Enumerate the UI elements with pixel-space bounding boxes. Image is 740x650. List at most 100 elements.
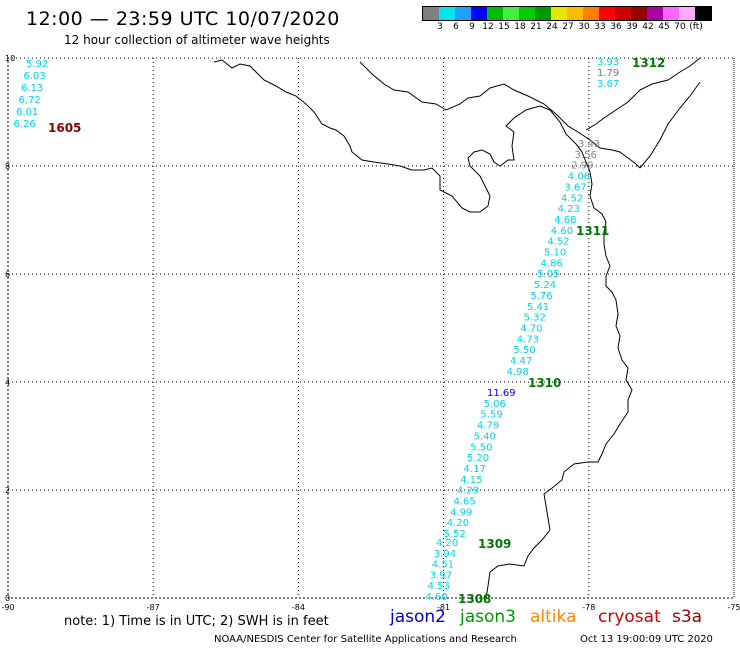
legend-swatch bbox=[487, 7, 503, 20]
legend-swatch bbox=[679, 7, 695, 20]
wave-height-value: 2.99 bbox=[571, 161, 593, 172]
legend-swatch bbox=[503, 7, 519, 20]
legend-label: 24 bbox=[546, 22, 558, 32]
y-tick-label: 8 bbox=[5, 162, 10, 171]
coastline-caribbean-colombia-2 bbox=[639, 81, 701, 169]
wave-height-value: 4.51 bbox=[432, 560, 454, 571]
legend-swatch bbox=[647, 7, 663, 20]
legend-label: 12 bbox=[482, 22, 494, 32]
track-id-label: 1310 bbox=[528, 376, 561, 390]
track-id-label: 1605 bbox=[48, 121, 81, 135]
wave-height-value: 1.79 bbox=[597, 68, 619, 79]
track-id-label: 1312 bbox=[632, 56, 665, 70]
legend-label: 18 bbox=[514, 22, 526, 32]
wave-height-value: 5.32 bbox=[524, 313, 546, 324]
x-tick-label: -87 bbox=[147, 603, 160, 612]
track-id-label: 1309 bbox=[478, 537, 511, 551]
legend-swatch bbox=[599, 7, 615, 20]
wave-height-value: 5.59 bbox=[480, 410, 502, 421]
legend-label: 15 bbox=[498, 22, 510, 32]
legend-label: 9 bbox=[469, 22, 475, 32]
wave-height-value: 5.40 bbox=[474, 431, 496, 442]
x-tick-label: -75 bbox=[727, 603, 740, 612]
wave-height-value: 4.20 bbox=[436, 538, 458, 549]
wave-height-value: 4.23 bbox=[558, 204, 580, 215]
wave-height-value: 4.60 bbox=[426, 592, 448, 603]
legend-label: 3 bbox=[437, 22, 443, 32]
wave-height-value: 4.60 bbox=[551, 226, 573, 237]
wave-height-value: 4.15 bbox=[460, 475, 482, 486]
mission-s3a: s3a bbox=[672, 607, 703, 627]
wave-height-value: 5.50 bbox=[513, 345, 535, 356]
wave-height-value: 3.67 bbox=[564, 182, 586, 193]
legend-label: 27 bbox=[562, 22, 574, 32]
wave-height-value: 3.97 bbox=[430, 570, 452, 581]
wave-height-value: 6.03 bbox=[24, 71, 46, 82]
mission-jason2: jason2 bbox=[390, 607, 446, 627]
y-tick-label: 0 bbox=[5, 594, 10, 603]
track-1311: 3.433.562.994.063.674.524.234.684.604.52… bbox=[507, 139, 610, 378]
track-1605: 5.926.036.136.726.016.26 1605 bbox=[14, 59, 82, 135]
wave-height-value: 6.13 bbox=[21, 83, 43, 94]
legend-swatch bbox=[551, 7, 567, 20]
axis-tick-labels: -90 -87 -84 -81 -78 -75 10 8 6 4 2 0 bbox=[1, 54, 740, 612]
track-1308: 1308 bbox=[458, 592, 491, 606]
wave-height-value: 4.20 bbox=[447, 518, 469, 529]
wave-height-value: 4.53 bbox=[428, 581, 450, 592]
wave-height-value: 4.98 bbox=[507, 367, 529, 378]
legend-swatch bbox=[695, 7, 711, 20]
track-1310: 11.695.065.594.795.405.505.204.174.154.2… bbox=[443, 376, 561, 540]
wave-height-value: 4.68 bbox=[554, 215, 576, 226]
legend-label: 30 bbox=[578, 22, 590, 32]
legend-swatch bbox=[455, 7, 471, 20]
wave-height-value: 5.05 bbox=[537, 269, 559, 280]
wave-height-value: 4.65 bbox=[454, 497, 476, 508]
wave-height-value: 6.26 bbox=[14, 119, 36, 130]
legend-swatch bbox=[471, 7, 487, 20]
wave-height-value: 3.56 bbox=[575, 150, 597, 161]
x-tick-label: -90 bbox=[1, 603, 14, 612]
legend-swatch bbox=[583, 7, 599, 20]
map-subtitle: 12 hour collection of altimeter wave hei… bbox=[64, 33, 330, 47]
wave-height-value: 4.99 bbox=[450, 507, 472, 518]
wave-height-value: 4.17 bbox=[464, 464, 486, 475]
legend-label: 33 bbox=[594, 22, 606, 32]
wave-height-value: 4.47 bbox=[510, 356, 532, 367]
legend-label: 70 bbox=[674, 22, 686, 32]
legend-label: 42 bbox=[642, 22, 654, 32]
legend-swatch bbox=[519, 7, 535, 20]
wave-height-value: 4.52 bbox=[547, 237, 569, 248]
lat-lon-grid bbox=[7, 57, 735, 599]
legend-swatch bbox=[631, 7, 647, 20]
wave-height-value: 6.01 bbox=[16, 107, 38, 118]
legend-swatch bbox=[615, 7, 631, 20]
x-tick-label: -84 bbox=[292, 603, 305, 612]
wave-height-value: 5.10 bbox=[544, 248, 566, 259]
wave-height-value: 5.50 bbox=[470, 442, 492, 453]
mission-jason3: jason3 bbox=[460, 607, 516, 627]
legend-label: 21 bbox=[530, 22, 542, 32]
x-tick-label: -81 bbox=[437, 603, 450, 612]
wave-height-value: 3.94 bbox=[434, 549, 456, 560]
wave-height-value: 5.41 bbox=[527, 302, 549, 313]
wave-height-value: 11.69 bbox=[487, 388, 516, 399]
coastline bbox=[213, 57, 701, 599]
legend-label: 36 bbox=[610, 22, 622, 32]
wave-height-value: 5.20 bbox=[467, 453, 489, 464]
coastline-pacific-colombia bbox=[485, 161, 633, 599]
coastline-central-america bbox=[213, 59, 587, 213]
x-tick-label: -78 bbox=[582, 603, 595, 612]
track-id-label: 1308 bbox=[458, 592, 491, 606]
wave-height-value: 5.24 bbox=[534, 280, 556, 291]
altimeter-tracks: 5.926.036.136.726.016.26 16053.931.793.67… bbox=[14, 56, 666, 606]
y-tick-label: 6 bbox=[5, 270, 10, 279]
wave-height-value: 4.29 bbox=[457, 486, 479, 497]
map-title: 12:00 — 23:59 UTC 10/07/2020 bbox=[26, 8, 340, 30]
legend-swatch bbox=[663, 7, 679, 20]
track-1309: 4.203.944.513.974.534.60 1309 bbox=[426, 537, 512, 603]
timestamp: Oct 13 19:00:09 UTC 2020 bbox=[580, 634, 713, 645]
wave-height-value: 3.67 bbox=[597, 79, 619, 90]
credit-line: NOAA/NESDIS Center for Satellite Applica… bbox=[214, 634, 517, 645]
wave-height-value: 4.73 bbox=[517, 334, 539, 345]
